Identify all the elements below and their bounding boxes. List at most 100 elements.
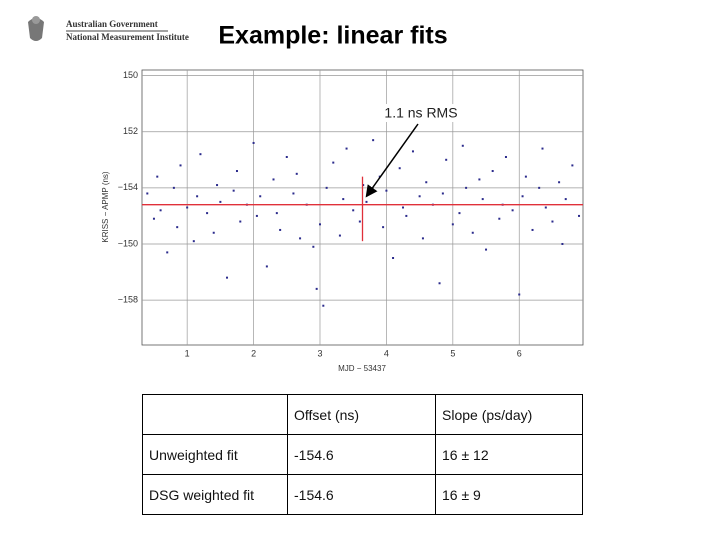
y-tick-label: −154	[118, 182, 138, 192]
data-point	[405, 214, 408, 217]
data-point	[471, 231, 474, 234]
data-point	[541, 147, 544, 150]
data-point	[239, 220, 242, 223]
data-point	[315, 287, 318, 290]
data-point	[172, 186, 175, 189]
data-point	[524, 175, 527, 178]
annotation-bg	[378, 104, 464, 122]
table-cell: Unweighted fit	[142, 434, 288, 475]
data-point	[166, 251, 169, 254]
data-point	[561, 242, 564, 245]
data-point	[265, 265, 268, 268]
data-point	[216, 184, 219, 187]
data-point	[571, 164, 574, 167]
data-point	[511, 209, 514, 212]
data-point	[365, 200, 368, 203]
y-axis-label: KRISS − APMP (ns)	[101, 171, 110, 243]
x-tick-label: 6	[517, 348, 522, 358]
x-tick-label: 5	[450, 348, 455, 358]
x-tick-label: 1	[185, 348, 190, 358]
x-tick-label: 3	[317, 348, 322, 358]
data-point	[219, 200, 222, 203]
data-point	[445, 158, 448, 161]
data-point	[292, 192, 295, 195]
data-point	[564, 198, 567, 201]
data-point	[332, 161, 335, 164]
data-point	[551, 220, 554, 223]
table-header: Slope (ps/day)	[435, 394, 583, 435]
data-point	[358, 220, 361, 223]
data-point	[345, 147, 348, 150]
data-point	[156, 175, 159, 178]
data-point	[146, 192, 149, 195]
y-tick-label: 150	[123, 70, 138, 80]
data-point	[206, 212, 209, 215]
data-point	[235, 170, 238, 173]
results-table: Offset (ns) Slope (ps/day) Unweighted fit…	[142, 394, 583, 515]
data-point	[504, 155, 507, 158]
logo	[28, 16, 44, 41]
org-line2: National Measurement Institute	[66, 32, 189, 42]
x-tick-label: 4	[384, 348, 389, 358]
data-point	[295, 172, 298, 175]
data-point	[398, 167, 401, 170]
data-point	[421, 237, 424, 240]
data-point	[272, 178, 275, 181]
data-point	[252, 141, 255, 144]
data-point	[362, 184, 365, 187]
data-point	[152, 217, 155, 220]
data-point	[255, 214, 258, 217]
plot-frame	[141, 69, 584, 346]
data-point	[461, 144, 464, 147]
data-point	[382, 226, 385, 229]
data-point	[322, 304, 325, 307]
data-point	[451, 223, 454, 226]
data-point	[179, 164, 182, 167]
data-point	[498, 217, 501, 220]
data-point	[352, 209, 355, 212]
data-point	[232, 189, 235, 192]
data-point	[159, 209, 162, 212]
data-point	[385, 189, 388, 192]
data-point	[458, 212, 461, 215]
annotation: 1.1 ns RMS	[384, 105, 457, 121]
data-point	[192, 240, 195, 243]
data-point	[491, 170, 494, 173]
table-header: Offset (ns)	[287, 394, 436, 435]
data-point	[318, 223, 321, 226]
data-point	[299, 237, 302, 240]
table-cell: 16 ± 9	[435, 474, 583, 515]
chart: Australian Government National Measureme…	[28, 16, 584, 373]
data-point	[199, 153, 202, 156]
data-point	[441, 192, 444, 195]
data-point	[259, 195, 262, 198]
x-tick-label: 2	[251, 348, 256, 358]
data-point	[338, 234, 341, 237]
table-cell	[142, 394, 288, 435]
data-point	[438, 282, 441, 285]
data-point	[312, 245, 315, 248]
table-cell: 16 ± 12	[435, 434, 583, 475]
data-point	[465, 186, 468, 189]
data-point	[481, 198, 484, 201]
data-point	[544, 206, 547, 209]
data-point	[531, 228, 534, 231]
data-point	[478, 178, 481, 181]
data-point	[212, 231, 215, 234]
data-point	[558, 181, 561, 184]
data-point	[372, 139, 375, 142]
y-tick-label: 152	[123, 126, 138, 136]
annotation-arrow	[365, 123, 419, 198]
data-point	[196, 195, 199, 198]
org-line1: Australian Government	[66, 19, 158, 29]
data-point	[418, 195, 421, 198]
data-point	[402, 206, 405, 209]
data-point	[425, 181, 428, 184]
data-point	[275, 212, 278, 215]
data-point	[279, 228, 282, 231]
data-point	[285, 155, 288, 158]
table-cell: -154.6	[287, 434, 436, 475]
y-tick-label: −158	[118, 294, 138, 304]
data-point	[342, 198, 345, 201]
